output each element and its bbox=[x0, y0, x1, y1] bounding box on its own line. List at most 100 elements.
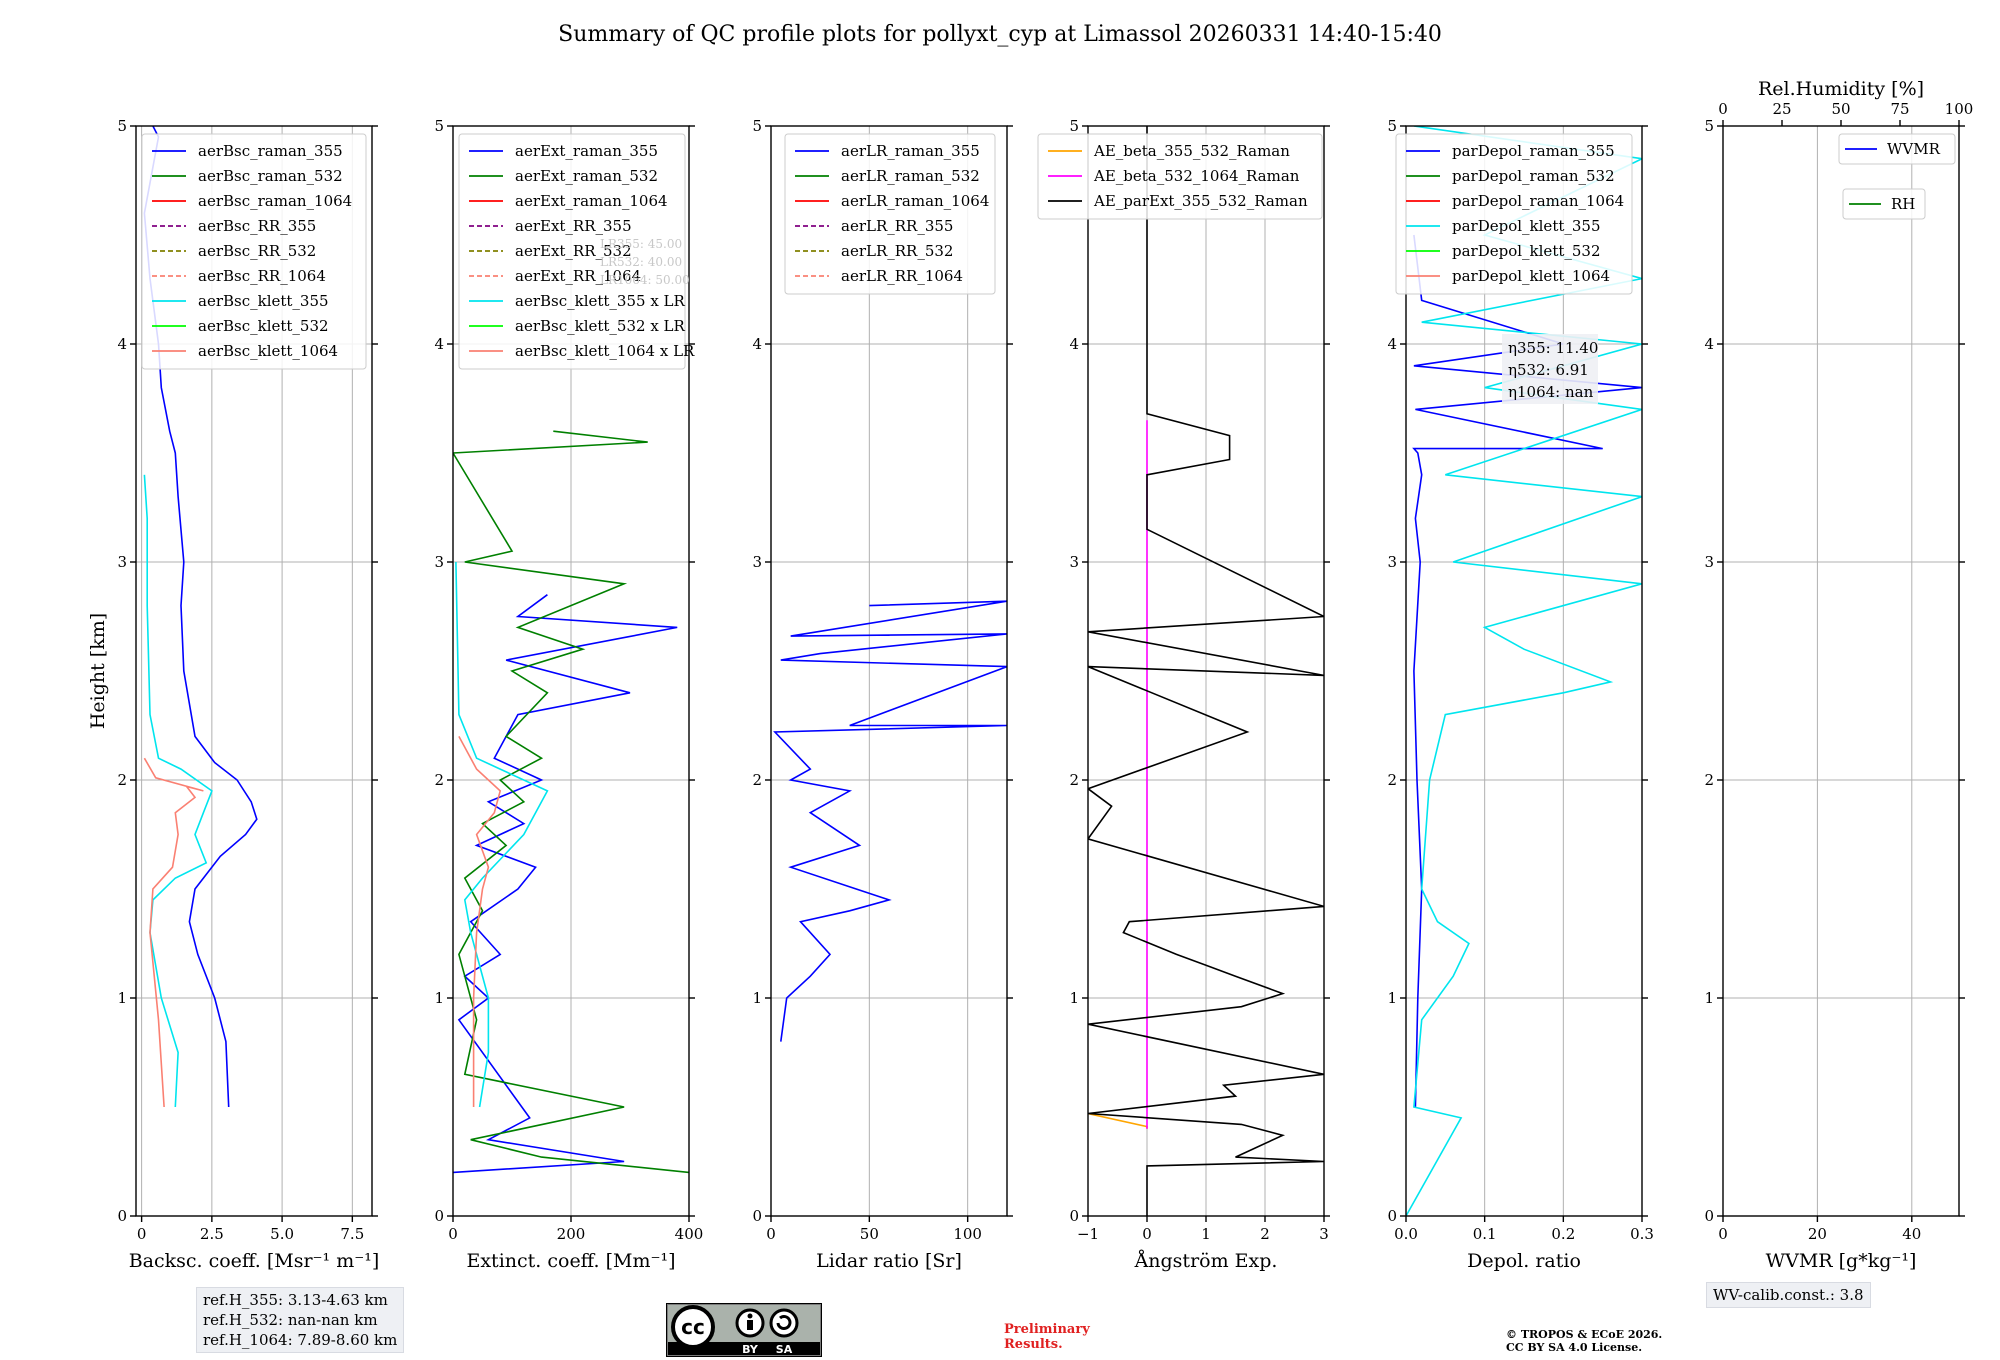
y-axis-label: Height [km] bbox=[87, 613, 109, 729]
legend-label: parDepol_klett_1064 bbox=[1452, 267, 1610, 285]
x-axis-label: WVMR [g*kg⁻¹] bbox=[1766, 1250, 1917, 1272]
y-tick-label: 5 bbox=[1387, 117, 1397, 135]
wv-calibration-constant: WV-calib.const.: 3.8 bbox=[1713, 1286, 1864, 1304]
x-tick-label: 100 bbox=[953, 1225, 982, 1243]
y-tick-label: 5 bbox=[1704, 117, 1714, 135]
x-tick-label: 7.5 bbox=[340, 1225, 364, 1243]
series-line-parDepol_raman_355 bbox=[1412, 234, 1642, 1108]
eta-annotation: η355: 11.40 η532: 6.91 η1064: nan bbox=[1502, 334, 1598, 404]
x-axis-label: Lidar ratio [Sr] bbox=[816, 1250, 962, 1272]
legend-box bbox=[784, 133, 996, 295]
x-tick-label: 50 bbox=[860, 1225, 879, 1243]
x-tick-label: 0.2 bbox=[1551, 1225, 1575, 1243]
y-tick-label: 3 bbox=[117, 553, 127, 571]
ref-height-355: ref.H_355: 3.13-4.63 km bbox=[203, 1291, 388, 1309]
series-line-aerBsc_klett_1064 bbox=[143, 757, 204, 1108]
legend-label: aerBsc_klett_1064 bbox=[198, 342, 338, 360]
y-tick-label: 3 bbox=[1704, 553, 1714, 571]
cc-logo-text: cc bbox=[681, 1315, 705, 1339]
legend-label: aerExt_raman_532 bbox=[515, 167, 658, 185]
x-tick-label: 5.0 bbox=[270, 1225, 294, 1243]
lr-value: LR1064: 50.00 bbox=[600, 273, 690, 287]
legend: parDepol_raman_355 parDepol_raman_532 parD… bbox=[1395, 133, 1633, 295]
ref-height-532: ref.H_532: nan-nan km bbox=[203, 1311, 378, 1329]
series-line-aerBsc_klett_1064 x LR bbox=[458, 736, 502, 1107]
y-tick-label: 3 bbox=[752, 553, 762, 571]
legend-box bbox=[1037, 133, 1323, 220]
legend-label: parDepol_raman_355 bbox=[1452, 142, 1615, 160]
legend-box bbox=[458, 133, 686, 370]
legend-label: AE_beta_355_532_Raman bbox=[1093, 142, 1290, 160]
copyright-note: © TROPOS & ECoE 2026. CC BY SA 4.0 Licen… bbox=[1506, 1328, 1662, 1354]
y-tick-label: 1 bbox=[117, 989, 127, 1007]
top-x-tick-label: 75 bbox=[1890, 100, 1909, 118]
x-axis-label: Depol. ratio bbox=[1467, 1250, 1581, 1272]
y-tick-label: 2 bbox=[434, 771, 444, 789]
y-tick-label: 0 bbox=[1387, 1207, 1397, 1225]
series-line-parDepol_klett_355 bbox=[1406, 126, 1642, 1216]
legend-label: aerBsc_raman_532 bbox=[198, 167, 343, 185]
legend-label: aerLR_RR_1064 bbox=[841, 267, 963, 285]
x-tick-label: 1 bbox=[1201, 1225, 1211, 1243]
x-tick-label: 2.5 bbox=[200, 1225, 224, 1243]
x-tick-label: 40 bbox=[1902, 1225, 1921, 1243]
y-tick-label: 2 bbox=[1387, 771, 1397, 789]
sa-label: SA bbox=[776, 1343, 793, 1356]
axes-frame bbox=[1405, 125, 1643, 1217]
legend-box bbox=[1395, 133, 1633, 295]
legend-label: aerExt_RR_1064 bbox=[515, 267, 641, 285]
y-tick-label: 4 bbox=[434, 335, 444, 353]
copyright-line-2: CC BY SA 4.0 License. bbox=[1506, 1341, 1643, 1354]
legend-label: aerBsc_klett_1064 x LR bbox=[515, 342, 695, 360]
share-alike-icon bbox=[769, 1308, 799, 1338]
y-tick-label: 1 bbox=[1387, 989, 1397, 1007]
y-tick-label: 2 bbox=[1069, 771, 1079, 789]
y-tick-label: 4 bbox=[117, 335, 127, 353]
axes-frame bbox=[770, 125, 1008, 1217]
ref-height-1064: ref.H_1064: 7.89-8.60 km bbox=[203, 1331, 398, 1349]
legend-label: aerBsc_RR_1064 bbox=[198, 267, 326, 285]
legend-label: parDepol_raman_1064 bbox=[1452, 192, 1624, 210]
legend-label: parDepol_klett_355 bbox=[1452, 217, 1601, 235]
legend-label: aerBsc_klett_532 x LR bbox=[515, 317, 686, 335]
y-tick-label: 3 bbox=[434, 553, 444, 571]
y-tick-label: 1 bbox=[1069, 989, 1079, 1007]
y-tick-label: 2 bbox=[117, 771, 127, 789]
x-axis-label: Extinct. coeff. [Mm⁻¹] bbox=[466, 1250, 675, 1272]
legend-label: aerBsc_RR_532 bbox=[198, 242, 316, 260]
series-line-aerExt_raman_532 bbox=[453, 430, 689, 1174]
legend-label: aerBsc_klett_355 bbox=[198, 292, 329, 310]
legend-label: AE_parExt_355_532_Raman bbox=[1093, 192, 1308, 210]
legend-label: aerBsc_klett_532 bbox=[198, 317, 329, 335]
legend-label: aerBsc_raman_1064 bbox=[198, 192, 352, 210]
legend-label: aerBsc_RR_355 bbox=[198, 217, 316, 235]
legend: AE_beta_355_532_Raman AE_beta_532_1064_Ra… bbox=[1037, 133, 1323, 220]
legend: aerBsc_raman_355 aerBsc_raman_532 aerBsc_r… bbox=[141, 133, 367, 370]
preliminary-note: Preliminary Results. bbox=[1004, 1322, 1090, 1352]
axes-frame bbox=[1722, 125, 1960, 1217]
eta-value: η532: 6.91 bbox=[1508, 361, 1589, 379]
preliminary-line-2: Results. bbox=[1004, 1337, 1063, 1352]
x-tick-label: 2 bbox=[1260, 1225, 1270, 1243]
x-tick-label: 400 bbox=[675, 1225, 704, 1243]
x-tick-label: 3 bbox=[1319, 1225, 1329, 1243]
legend-label: AE_beta_532_1064_Raman bbox=[1093, 167, 1300, 185]
cc-by-sa-license-badge: cc BY SA bbox=[666, 1303, 822, 1357]
legend-box bbox=[1838, 133, 1956, 165]
legend-label: aerLR_raman_355 bbox=[841, 142, 980, 160]
y-tick-label: 0 bbox=[1069, 1207, 1079, 1225]
legend-label: aerLR_RR_355 bbox=[841, 217, 953, 235]
copyright-line-1: © TROPOS & ECoE 2026. bbox=[1506, 1328, 1663, 1341]
series-line-aerLR_raman_355 bbox=[773, 600, 1007, 1042]
y-tick-label: 5 bbox=[1069, 117, 1079, 135]
legend: aerExt_raman_355 aerExt_raman_532 aerExt_r… bbox=[458, 133, 695, 370]
legend: WVMR RH bbox=[1838, 133, 1956, 220]
series-line-aerBsc_klett_355 x LR bbox=[455, 561, 549, 1108]
legend-label: aerLR_raman_1064 bbox=[841, 192, 989, 210]
reference-height-box: ref.H_355: 3.13-4.63 km ref.H_532: nan-n… bbox=[196, 1287, 405, 1353]
eta-box bbox=[1502, 334, 1598, 404]
legend-label: aerExt_RR_355 bbox=[515, 217, 632, 235]
